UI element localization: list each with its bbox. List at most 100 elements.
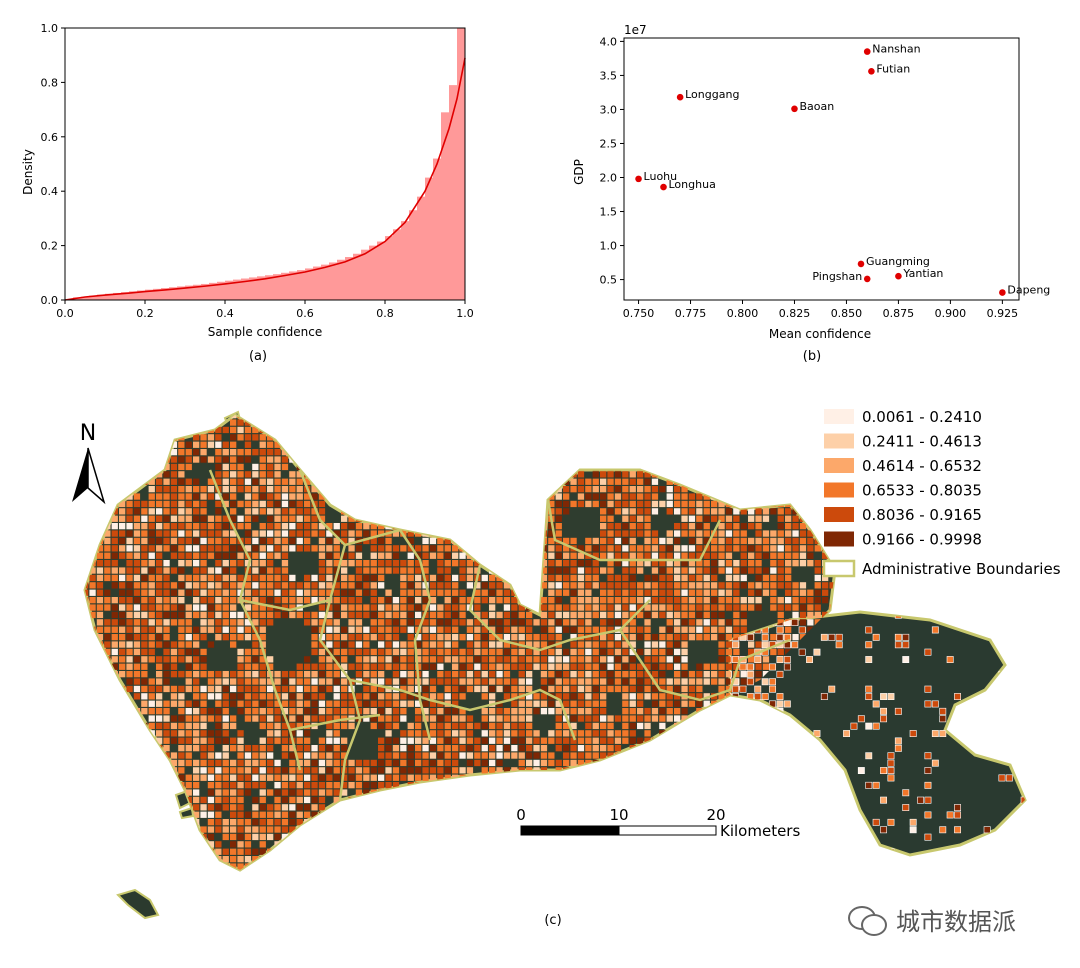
grid-cell: [740, 604, 747, 611]
grid-cell: [688, 611, 696, 619]
grid-cell: [526, 656, 533, 663]
grid-cell: [696, 774, 703, 781]
grid-cell: [415, 597, 422, 604]
grid-cell: [703, 604, 710, 611]
grid-cell: [770, 648, 777, 656]
grid-cell: [429, 641, 437, 648]
grid-cell: [429, 730, 437, 737]
grid-cell: [89, 730, 96, 737]
grid-cell: [104, 478, 111, 485]
grid-cell: [156, 552, 163, 559]
grid-cell: [452, 752, 459, 759]
grid-cell: [799, 782, 807, 789]
grid-cell: [585, 574, 592, 582]
grid-cell: [259, 745, 266, 752]
grid-cell: [267, 426, 274, 434]
grid-cell: [355, 486, 363, 493]
grid-cell: [548, 678, 555, 685]
grid-cell: [230, 515, 237, 522]
grid-cell: [770, 574, 777, 582]
grid-cell: [126, 767, 133, 774]
grid-cell: [422, 619, 429, 626]
grid-cell: [526, 774, 533, 781]
grid-cell: [489, 759, 496, 767]
grid-cell: [799, 619, 807, 626]
grid-cell: [452, 745, 459, 752]
grid-cell: [237, 693, 244, 700]
grid-cell: [333, 426, 340, 434]
grid-cell: [311, 545, 318, 552]
grid-cell: [733, 648, 740, 656]
grid-cell: [407, 597, 414, 604]
grid-cell: [674, 493, 681, 500]
grid-cell: [526, 663, 533, 670]
grid-cell: [341, 685, 348, 693]
grid-cell: [407, 419, 414, 426]
grid-cell: [644, 641, 651, 648]
grid-cell: [563, 708, 570, 715]
grid-cell: [400, 523, 407, 530]
grid-cell: [89, 530, 96, 537]
grid-cell: [141, 545, 148, 552]
grid-cell: [755, 515, 762, 522]
grid-cell: [267, 685, 274, 693]
grid-cell: [688, 626, 696, 633]
grid-cell: [289, 752, 296, 759]
grid-cell: [466, 500, 474, 508]
grid-cell: [85, 582, 89, 589]
grid-cell: [385, 415, 392, 419]
grid-cell: [156, 656, 163, 663]
grid-cell: [785, 441, 792, 448]
grid-cell: [296, 537, 303, 545]
grid-cell: [437, 500, 444, 508]
grid-cell: [207, 759, 215, 767]
grid-cell: [318, 419, 326, 426]
grid-cell: [296, 700, 303, 707]
grid-cell: [548, 604, 555, 611]
grid-cell: [711, 456, 718, 463]
grid-cell: [570, 415, 577, 419]
grid-cell: [725, 619, 733, 626]
grid-cell: [200, 508, 207, 515]
grid-cell: [555, 493, 562, 500]
histogram-bar: [345, 257, 354, 300]
grid-cell: [178, 597, 185, 604]
grid-cell: [718, 656, 725, 663]
grid-cell: [563, 671, 570, 678]
x-tick-label: 1.0: [456, 307, 474, 320]
grid-cell: [318, 663, 326, 670]
grid-cell: [89, 745, 96, 752]
grid-cell: [252, 745, 259, 752]
grid-cell: [466, 508, 474, 515]
grid-cell: [592, 730, 599, 737]
grid-cell: [126, 671, 133, 678]
grid-cell: [511, 752, 518, 759]
histogram-bar: [361, 249, 370, 300]
grid-cell: [348, 493, 355, 500]
grid-cell: [363, 426, 370, 434]
grid-cell: [785, 782, 792, 789]
grid-cell: [459, 619, 466, 626]
grid-cell: [792, 515, 799, 522]
grid-cell: [733, 471, 740, 478]
grid-cell: [622, 537, 629, 545]
grid-cell: [459, 523, 466, 530]
grid-cell: [489, 582, 496, 589]
grid-cell: [85, 789, 89, 796]
grid-cell: [681, 493, 688, 500]
grid-cell: [600, 537, 607, 545]
grid-cell: [244, 449, 252, 456]
grid-cell: [770, 722, 777, 730]
grid-cell: [725, 419, 733, 426]
grid-cell: [222, 767, 229, 774]
grid-cell: [378, 434, 385, 441]
grid-cell: [148, 486, 155, 493]
grid-cell: [281, 685, 289, 693]
grid-cell: [378, 545, 385, 552]
grid-cell: [311, 508, 318, 515]
grid-cell: [96, 597, 104, 604]
grid-cell: [496, 641, 503, 648]
grid-cell: [348, 560, 355, 567]
grid-cell: [563, 752, 570, 759]
grid-cell: [318, 567, 326, 574]
